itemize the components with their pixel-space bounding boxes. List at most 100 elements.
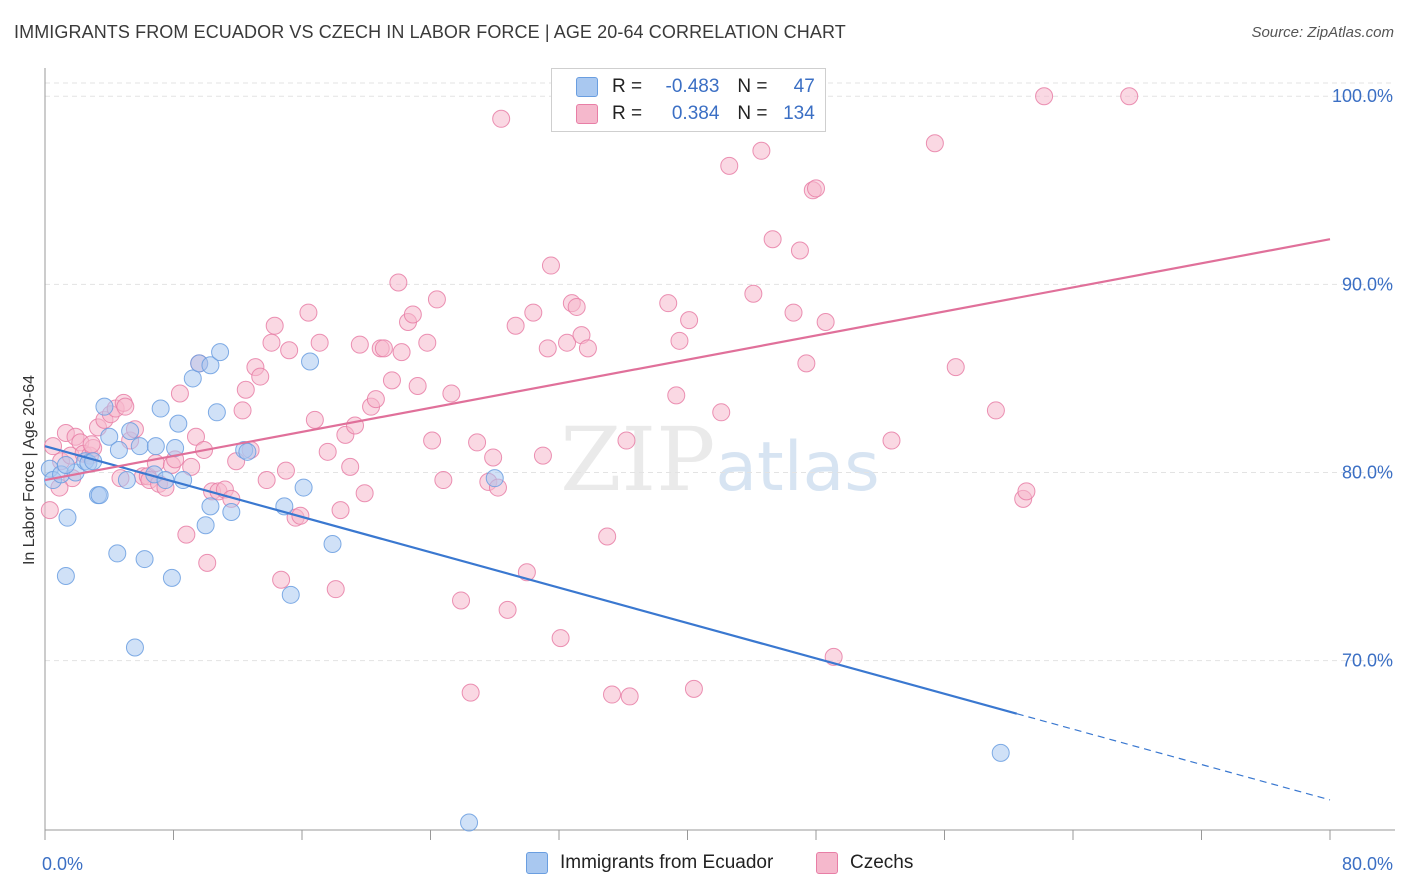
legend-n-value: 134 bbox=[783, 103, 815, 124]
data-point bbox=[201, 497, 220, 516]
data-point bbox=[95, 397, 114, 416]
data-point bbox=[121, 422, 140, 441]
bottom-legend-swatch-ecuador bbox=[526, 852, 548, 874]
data-point bbox=[233, 401, 252, 420]
legend-n-label: N = bbox=[737, 76, 768, 97]
data-point bbox=[236, 380, 255, 399]
correlation-legend: R = -0.483 N = 47 R = 0.384 N = 134 bbox=[551, 68, 826, 132]
data-point bbox=[461, 683, 480, 702]
bottom-legend-swatch-czechs bbox=[816, 852, 838, 874]
data-point bbox=[816, 313, 835, 331]
bottom-legend-ecuador: Immigrants from Ecuador bbox=[526, 852, 773, 874]
legend-row-czechs: R = 0.384 N = 134 bbox=[576, 101, 815, 127]
data-point bbox=[598, 527, 617, 546]
data-point bbox=[551, 629, 570, 648]
y-tick-label: 70.0% bbox=[1342, 651, 1393, 671]
data-point bbox=[659, 294, 678, 313]
data-point bbox=[108, 544, 127, 563]
legend-r-label: R = bbox=[612, 103, 643, 124]
data-point bbox=[281, 585, 300, 604]
data-point bbox=[183, 369, 202, 388]
y-tick-label: 80.0% bbox=[1342, 463, 1393, 483]
data-point bbox=[276, 461, 295, 480]
legend-n-label: N = bbox=[737, 103, 768, 124]
data-point bbox=[262, 333, 281, 352]
data-point bbox=[517, 563, 536, 582]
data-point bbox=[790, 241, 809, 260]
data-point bbox=[506, 316, 525, 335]
grid-lines bbox=[45, 82, 1395, 662]
data-point bbox=[403, 305, 422, 324]
data-point bbox=[238, 442, 257, 461]
data-point bbox=[492, 109, 511, 128]
data-point bbox=[257, 471, 276, 490]
data-point bbox=[146, 437, 165, 456]
data-point bbox=[355, 484, 374, 503]
y-tick-label: 100.0% bbox=[1332, 86, 1393, 106]
legend-n-value: 47 bbox=[793, 76, 815, 97]
data-point bbox=[1120, 87, 1139, 106]
trend-line-dashed bbox=[1016, 713, 1331, 801]
data-point bbox=[90, 486, 109, 505]
data-point bbox=[182, 457, 201, 476]
data-point bbox=[130, 437, 149, 456]
data-point bbox=[251, 367, 270, 386]
data-point bbox=[946, 358, 965, 377]
data-point bbox=[498, 600, 517, 619]
data-point bbox=[162, 568, 181, 587]
legend-r-label: R = bbox=[612, 76, 643, 97]
data-point bbox=[280, 341, 299, 360]
data-point bbox=[712, 403, 731, 422]
legend-r-value: 0.384 bbox=[671, 103, 720, 124]
data-point bbox=[427, 290, 446, 309]
data-point bbox=[125, 638, 144, 657]
data-point bbox=[177, 525, 196, 544]
data-point bbox=[460, 813, 479, 832]
data-point bbox=[100, 427, 119, 446]
trend-line bbox=[44, 238, 1331, 482]
bottom-legend-czechs: Czechs bbox=[816, 852, 913, 874]
data-point bbox=[925, 134, 944, 153]
data-point bbox=[350, 335, 369, 354]
trend-line-solid bbox=[44, 445, 1018, 715]
data-point bbox=[109, 440, 128, 459]
data-point bbox=[117, 471, 136, 490]
data-point bbox=[797, 354, 816, 373]
legend-swatch-czechs bbox=[576, 104, 598, 124]
legend-r-value: -0.483 bbox=[665, 76, 720, 97]
data-point bbox=[135, 550, 154, 569]
bottom-legend-label-czechs: Czechs bbox=[850, 852, 914, 873]
data-point bbox=[617, 431, 636, 450]
data-point bbox=[341, 457, 360, 476]
data-point bbox=[265, 316, 284, 335]
trend-lines bbox=[44, 238, 1331, 801]
data-point bbox=[752, 141, 771, 160]
data-point bbox=[620, 687, 639, 706]
data-point bbox=[578, 339, 597, 358]
x-tick-label: 80.0% bbox=[1342, 854, 1393, 874]
data-point bbox=[408, 376, 427, 395]
data-point bbox=[58, 508, 77, 527]
data-point bbox=[603, 685, 622, 704]
data-point bbox=[784, 303, 803, 322]
legend-swatch-ecuador bbox=[576, 77, 598, 97]
data-point bbox=[301, 352, 320, 371]
data-point bbox=[538, 339, 557, 358]
data-point bbox=[567, 297, 586, 316]
data-point bbox=[423, 431, 442, 450]
data-point bbox=[484, 448, 503, 467]
data-point bbox=[272, 570, 291, 589]
data-point bbox=[211, 343, 230, 362]
data-point bbox=[196, 516, 215, 535]
bottom-legend-label-ecuador: Immigrants from Ecuador bbox=[560, 852, 774, 873]
data-point bbox=[305, 410, 324, 429]
legend-row-ecuador: R = -0.483 N = 47 bbox=[576, 74, 815, 100]
data-point bbox=[186, 427, 205, 446]
data-point bbox=[524, 303, 543, 322]
data-point bbox=[744, 284, 763, 303]
data-point bbox=[382, 371, 401, 390]
data-point bbox=[40, 501, 59, 520]
data-point bbox=[222, 503, 241, 522]
data-point bbox=[82, 435, 101, 454]
